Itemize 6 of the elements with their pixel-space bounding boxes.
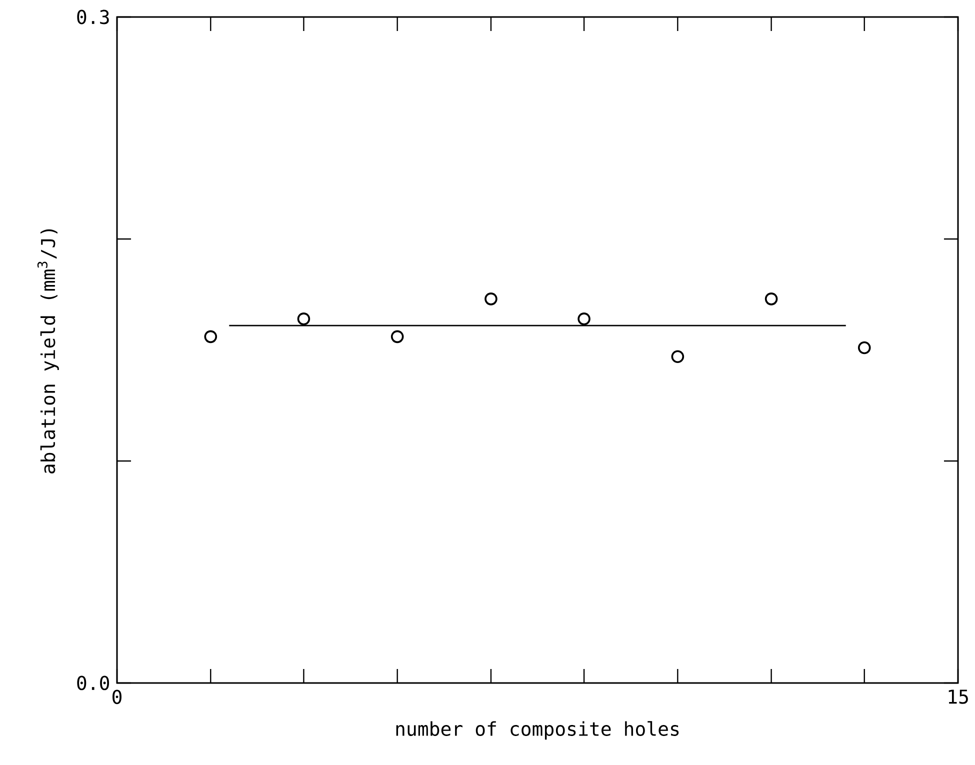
- x-axis-title: number of composite holes: [396, 721, 679, 740]
- y-tick-label: 0.3: [77, 10, 109, 24]
- y-axis-title: ablation yield (mm$^{3}$/J): [37, 229, 59, 474]
- x-tick-label: 0: [112, 690, 122, 704]
- x-tick-label: 15: [948, 690, 968, 704]
- y-tick-label: 0.0: [77, 676, 110, 690]
